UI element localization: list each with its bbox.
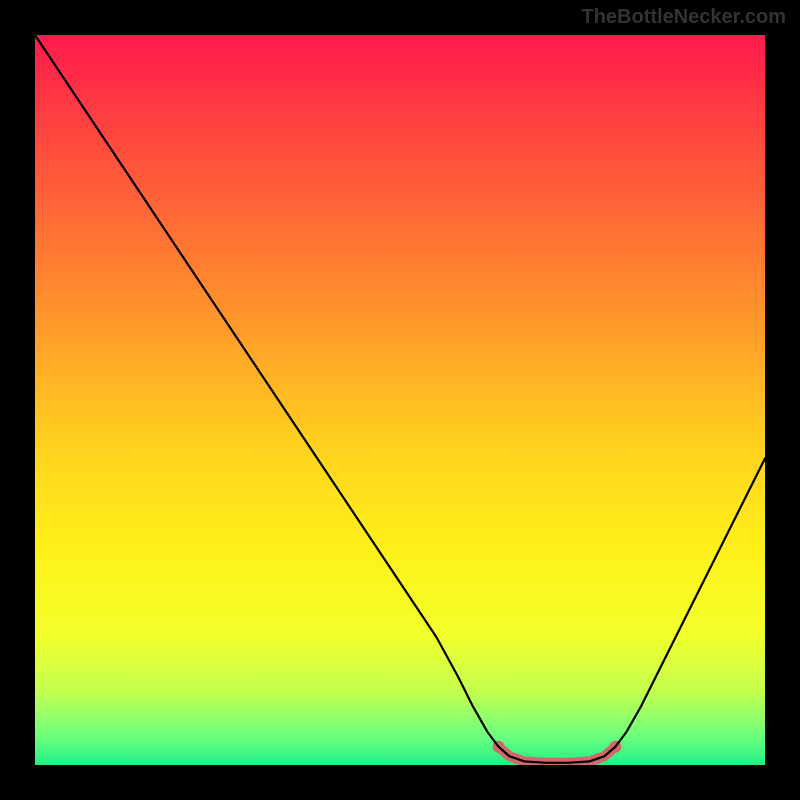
plot-area — [35, 35, 765, 765]
chart-svg — [35, 35, 765, 765]
watermark-text: TheBottleNecker.com — [581, 6, 786, 29]
optimal-range-highlight — [499, 747, 616, 763]
bottleneck-curve — [35, 35, 765, 763]
